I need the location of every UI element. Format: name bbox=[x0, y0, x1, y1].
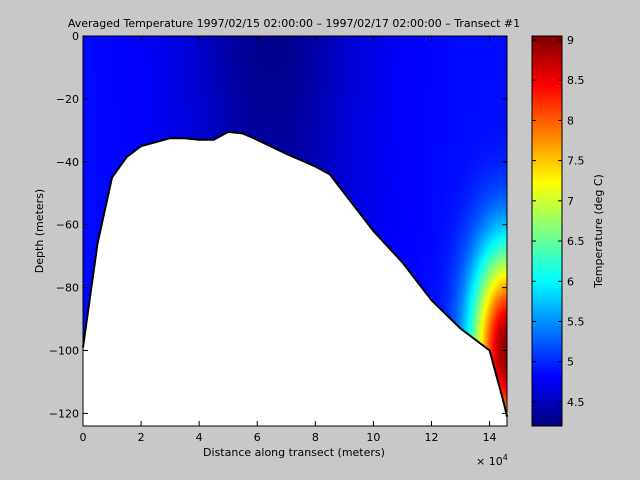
colorbar-tick-label: 7 bbox=[567, 195, 574, 208]
colorbar-tick-label: 6.5 bbox=[567, 235, 585, 248]
colorbar: 4.5 5 5.5 6 6.5 7 7.5 8 8.5 9 bbox=[531, 34, 585, 427]
x-tick-label: 6 bbox=[254, 431, 261, 444]
colorbar-tick-label: 5 bbox=[567, 356, 574, 369]
colorbar-tick-label: 5.5 bbox=[567, 315, 585, 328]
colorbar-frame bbox=[531, 35, 563, 427]
x-axis-ticks: 0 2 4 6 8 10 12 14 bbox=[80, 36, 497, 444]
colorbar-tick-label: 6 bbox=[567, 275, 574, 288]
y-tick-label: −40 bbox=[56, 156, 79, 169]
y-axis-label: Depth (meters) bbox=[33, 189, 46, 273]
x-tick-label: 12 bbox=[424, 431, 438, 444]
y-tick-label: −80 bbox=[56, 282, 79, 295]
plot-area bbox=[82, 35, 508, 427]
x-tick-label: 14 bbox=[483, 431, 497, 444]
colorbar-label: Temperature (deg C) bbox=[592, 174, 605, 289]
colorbar-tick-label: 4.5 bbox=[567, 396, 585, 409]
bottom-profile-line bbox=[82, 130, 508, 417]
colorbar-ticks: 4.5 5 5.5 6 6.5 7 7.5 8 8.5 9 bbox=[532, 34, 585, 409]
y-tick-label: 0 bbox=[72, 30, 79, 43]
y-axis-ticks: 0 −20 −40 −60 −80 −100 −120 bbox=[49, 30, 507, 420]
x-axis-exponent: × 104 bbox=[476, 453, 508, 468]
x-axis-exponent-power: 4 bbox=[503, 453, 508, 462]
x-axis-exponent-base: × 10 bbox=[476, 455, 503, 468]
colorbar-tick-label: 7.5 bbox=[567, 155, 585, 168]
x-tick-label: 8 bbox=[312, 431, 319, 444]
x-axis-label: Distance along transect (meters) bbox=[203, 446, 385, 459]
y-tick-label: −100 bbox=[49, 345, 79, 358]
y-tick-label: −20 bbox=[56, 93, 79, 106]
colorbar-tick-label: 8 bbox=[567, 114, 574, 127]
colorbar-tick-label: 9 bbox=[567, 34, 574, 47]
x-tick-label: 10 bbox=[366, 431, 380, 444]
seafloor-mask bbox=[83, 131, 507, 426]
plot-frame bbox=[82, 35, 508, 427]
chart-title: Averaged Temperature 1997/02/15 02:00:00… bbox=[68, 17, 520, 30]
y-tick-label: −60 bbox=[56, 219, 79, 232]
y-tick-label: −120 bbox=[49, 407, 79, 420]
x-tick-label: 0 bbox=[80, 431, 87, 444]
colorbar-tick-label: 8.5 bbox=[567, 74, 585, 87]
x-tick-label: 4 bbox=[196, 431, 203, 444]
colorbar-gradient bbox=[532, 36, 562, 426]
x-tick-label: 2 bbox=[138, 431, 145, 444]
